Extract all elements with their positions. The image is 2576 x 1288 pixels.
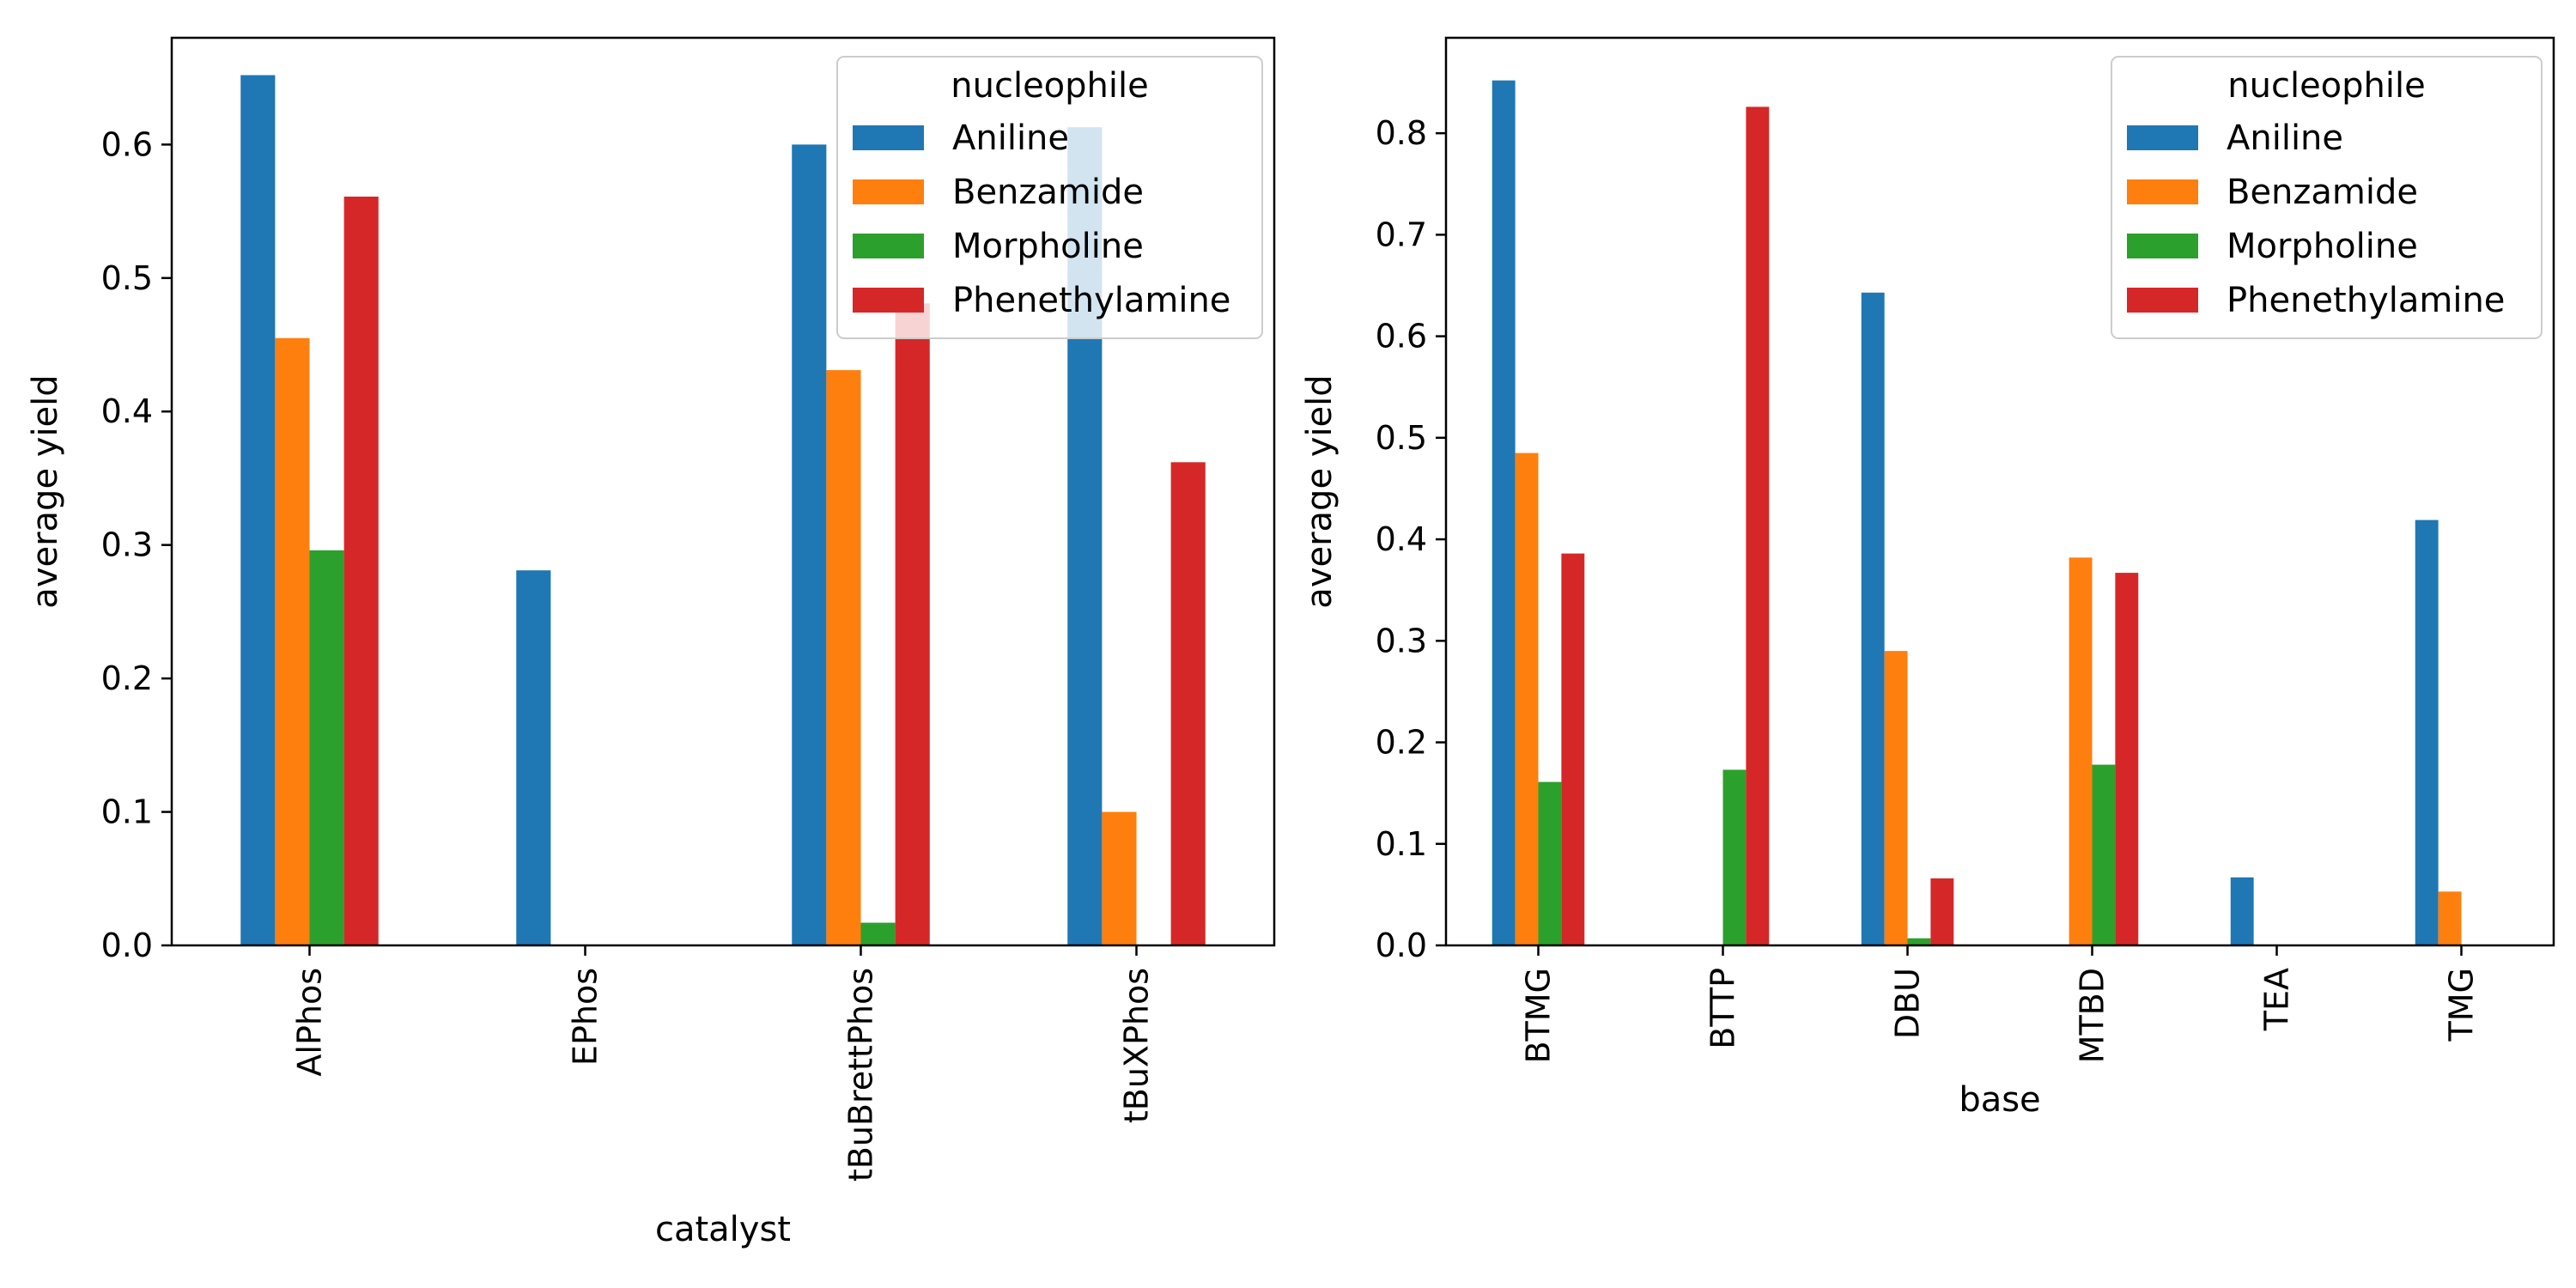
- y-tick-label: 0.6: [101, 125, 153, 163]
- bar-morpholine-alphos: [309, 550, 344, 945]
- bar-morpholine-bttp: [1722, 769, 1747, 945]
- x-tick-label: TEA: [2258, 968, 2296, 1031]
- bar-benzamide-dbu: [1884, 651, 1908, 945]
- y-tick-label: 0.8: [1376, 114, 1427, 152]
- bar-phenethylamine-dbu: [1930, 878, 1954, 945]
- y-tick-label: 0.4: [101, 392, 153, 430]
- legend-swatch-morpholine: [853, 234, 924, 258]
- legend-frame: [2111, 56, 2543, 339]
- y-tick-label: 0.4: [1376, 520, 1427, 558]
- x-tick-label: AlPhos: [291, 968, 329, 1077]
- y-tick-label: 0.2: [1376, 724, 1427, 762]
- y-axis-label: average yield: [1300, 374, 1340, 608]
- legend-swatch-phenethylamine: [2127, 288, 2198, 313]
- legend-swatch-aniline: [853, 125, 924, 150]
- bar-benzamide-tbubrettphos: [826, 370, 861, 945]
- bar-phenethylamine-btmg: [1561, 553, 1585, 945]
- legend-label-phenethylamine: Phenethylamine: [2227, 281, 2505, 320]
- legend-label-morpholine: Morpholine: [2227, 227, 2418, 266]
- y-tick-label: 0.5: [1376, 419, 1427, 457]
- bar-morpholine-dbu: [1907, 938, 1931, 945]
- bar-aniline-alphos: [240, 75, 276, 945]
- bar-aniline-tbubrettphos: [792, 144, 827, 946]
- bar-benzamide-btmg: [1515, 453, 1539, 945]
- bar-benzamide-alphos: [275, 337, 310, 945]
- y-tick-label: 0.6: [1376, 318, 1427, 355]
- legend-label-morpholine: Morpholine: [952, 227, 1144, 266]
- legend-swatch-phenethylamine: [853, 288, 924, 313]
- x-tick-label: BTMG: [1520, 968, 1558, 1064]
- legend-swatch-morpholine: [2127, 234, 2198, 258]
- bar-aniline-btmg: [1492, 80, 1516, 945]
- bar-benzamide-mtbd: [2069, 557, 2093, 945]
- bar-phenethylamine-bttp: [1746, 106, 1770, 945]
- axes-frame: [1444, 36, 2555, 947]
- x-tick-label: DBU: [1889, 968, 1927, 1039]
- x-axis-label: base: [1959, 1080, 2040, 1120]
- legend-title: nucleophile: [951, 66, 1148, 106]
- x-tick-label: BTTP: [1704, 968, 1742, 1049]
- bar-phenethylamine-alphos: [343, 196, 379, 946]
- x-tick-label: EPhos: [567, 968, 605, 1066]
- legend-label-benzamide: Benzamide: [952, 173, 1144, 212]
- bar-morpholine-btmg: [1538, 781, 1562, 945]
- y-axis-label: average yield: [26, 374, 65, 608]
- bar-phenethylamine-tbuxphos: [1170, 462, 1206, 945]
- x-tick-label: tBuXPhos: [1118, 968, 1156, 1123]
- legend: nucleophile Aniline Benzamide Morpholine Phe…: [836, 56, 1263, 339]
- chart-1: 0.0 0.1 0.2 0.3 0.4 0.5 0.6 AlPhos EPhos tBuBrett…: [26, 36, 1276, 1249]
- bar-phenethylamine-tbubrettphos: [895, 303, 930, 946]
- legend-label-aniline: Aniline: [952, 118, 1069, 158]
- chart-2: 0.0 0.1 0.2 0.3 0.4 0.5 0.6 0.7 0.8 BTMG BTTP DBU MT…: [1300, 36, 2555, 1120]
- y-tick-label: 0.1: [101, 793, 153, 831]
- y-tick-label: 0.7: [1376, 216, 1427, 253]
- y-tick-label: 0.0: [1376, 927, 1427, 964]
- legend-swatch-aniline: [2127, 125, 2198, 150]
- legend-title: nucleophile: [2227, 66, 2425, 106]
- y-tick-label: 0.3: [1376, 622, 1427, 659]
- x-tick-label: TMG: [2443, 968, 2481, 1042]
- axes-frame: [170, 36, 1276, 947]
- y-tick-label: 0.2: [101, 659, 153, 697]
- bar-morpholine-tbubrettphos: [860, 922, 896, 945]
- legend: nucleophile Aniline Benzamide Morpholine Phe…: [2111, 56, 2543, 339]
- y-tick-label: 0.0: [101, 927, 153, 964]
- legend-swatch-benzamide: [2127, 179, 2198, 204]
- x-tick-label: tBuBrettPhos: [842, 968, 880, 1182]
- bar-morpholine-mtbd: [2092, 764, 2116, 945]
- y-tick-label: 0.3: [101, 526, 153, 564]
- bar-aniline-dbu: [1861, 292, 1885, 945]
- legend-swatch-benzamide: [853, 179, 924, 204]
- bar-aniline-tmg: [2415, 519, 2439, 945]
- legend-label-benzamide: Benzamide: [2227, 173, 2418, 212]
- bar-aniline-ephos: [516, 570, 551, 945]
- bar-benzamide-tmg: [2438, 891, 2462, 945]
- y-tick-label: 0.1: [1376, 825, 1427, 863]
- bar-benzamide-tbuxphos: [1102, 811, 1137, 945]
- legend-label-phenethylamine: Phenethylamine: [952, 281, 1230, 320]
- legend-label-aniline: Aniline: [2227, 118, 2343, 158]
- legend-frame: [836, 56, 1263, 339]
- bar-phenethylamine-mtbd: [2115, 573, 2139, 945]
- y-tick-label: 0.5: [101, 259, 153, 297]
- bar-aniline-tea: [2230, 877, 2254, 945]
- x-axis-label: catalyst: [655, 1210, 791, 1249]
- x-tick-label: MTBD: [2074, 968, 2111, 1063]
